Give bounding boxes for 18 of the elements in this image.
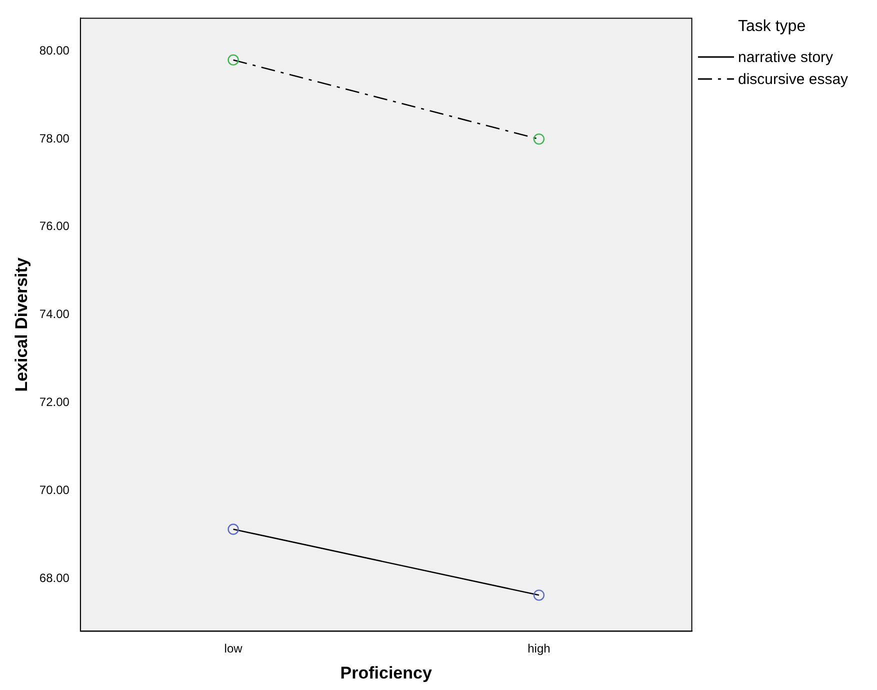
y-tick-label: 78.00 [39,131,70,146]
point [228,524,239,535]
point [228,54,239,66]
y-tick-label: 68.00 [39,570,70,585]
x-tick-label: low [224,642,243,656]
legend-label: narrative story [738,48,834,66]
legend-label: discursive essay [738,70,848,88]
y-tick-label: 76.00 [39,219,70,234]
y-tick-label: 74.00 [39,307,70,322]
point [533,133,545,145]
y-tick-label: 80.00 [39,43,70,58]
x-tick-label: high [528,642,550,656]
y-tick-label: 72.00 [39,395,70,410]
y-tick-label: 70.00 [39,482,70,497]
point [533,590,545,601]
x-axis-title: Proficiency [340,663,432,682]
y-axis-title: Lexical Diversity [12,257,31,392]
legend-title: Task type [738,18,807,36]
